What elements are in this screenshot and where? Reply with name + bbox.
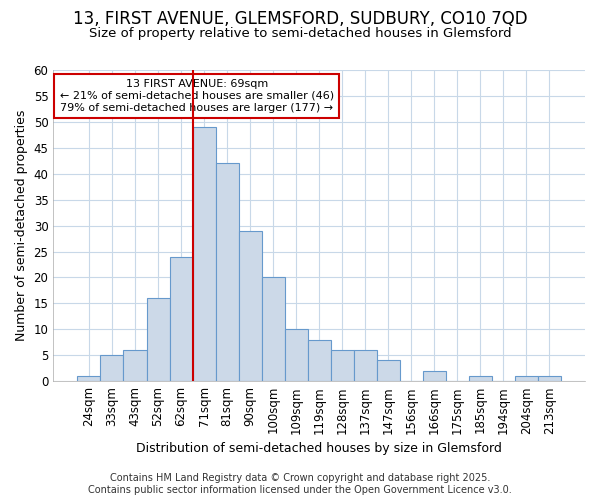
Bar xyxy=(469,376,492,381)
Bar xyxy=(377,360,400,381)
Bar xyxy=(100,355,124,381)
Y-axis label: Number of semi-detached properties: Number of semi-detached properties xyxy=(15,110,28,342)
Bar xyxy=(146,298,170,381)
Bar xyxy=(170,256,193,381)
Bar xyxy=(215,164,239,381)
Bar xyxy=(308,340,331,381)
Text: Contains HM Land Registry data © Crown copyright and database right 2025.
Contai: Contains HM Land Registry data © Crown c… xyxy=(88,474,512,495)
Text: 13 FIRST AVENUE: 69sqm
← 21% of semi-detached houses are smaller (46)
79% of sem: 13 FIRST AVENUE: 69sqm ← 21% of semi-det… xyxy=(60,80,334,112)
Bar xyxy=(353,350,377,381)
Bar xyxy=(284,330,308,381)
Bar xyxy=(193,127,215,381)
Bar xyxy=(331,350,353,381)
Bar xyxy=(423,371,446,381)
Bar xyxy=(262,278,284,381)
X-axis label: Distribution of semi-detached houses by size in Glemsford: Distribution of semi-detached houses by … xyxy=(136,442,502,455)
Bar xyxy=(515,376,538,381)
Bar xyxy=(77,376,100,381)
Text: Size of property relative to semi-detached houses in Glemsford: Size of property relative to semi-detach… xyxy=(89,28,511,40)
Bar xyxy=(538,376,561,381)
Bar xyxy=(239,231,262,381)
Bar xyxy=(124,350,146,381)
Text: 13, FIRST AVENUE, GLEMSFORD, SUDBURY, CO10 7QD: 13, FIRST AVENUE, GLEMSFORD, SUDBURY, CO… xyxy=(73,10,527,28)
